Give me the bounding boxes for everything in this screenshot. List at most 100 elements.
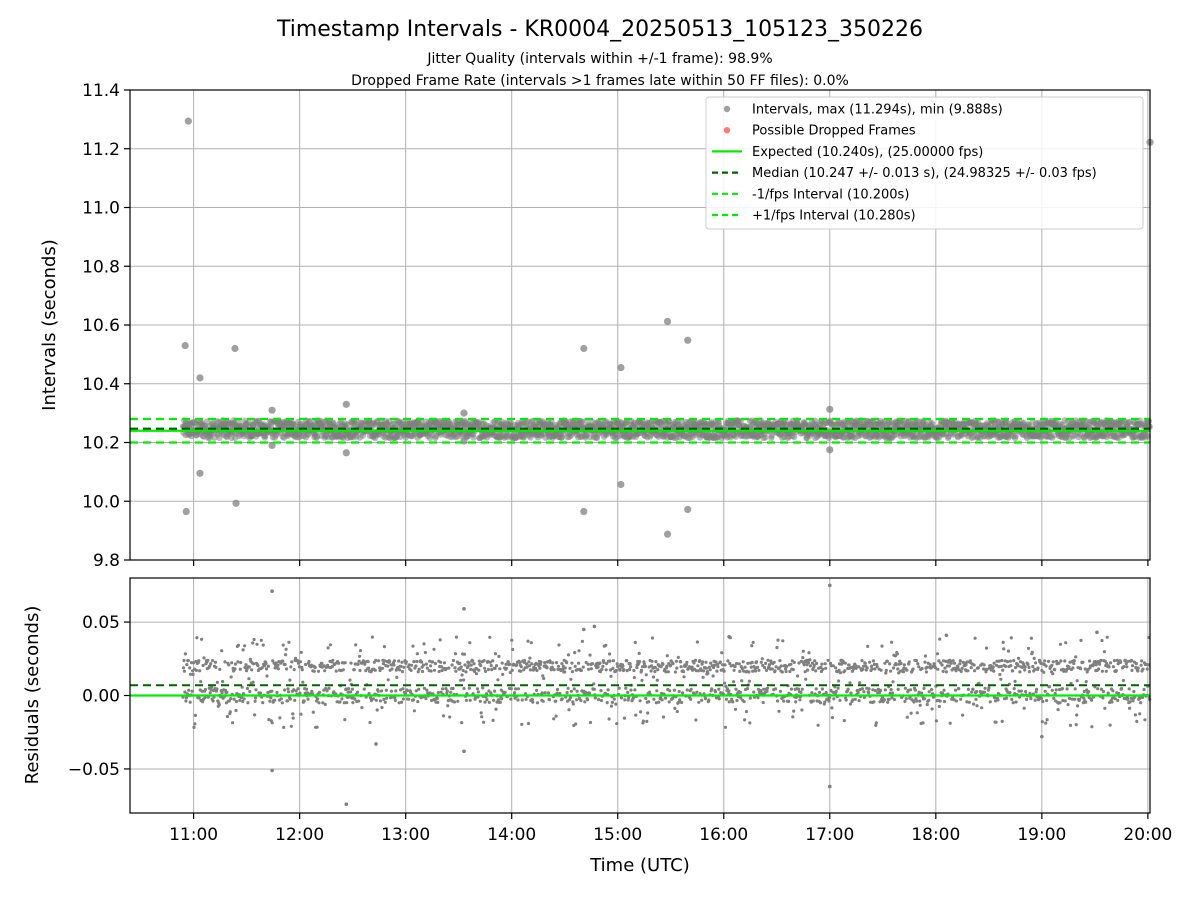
residual-point [452,700,457,704]
residual-point [1107,665,1111,669]
residual-point [837,668,841,673]
residual-point [723,681,727,685]
residual-point [288,678,292,682]
residual-point [347,687,351,691]
top-y-axis-label: Intervals (seconds) [39,239,60,411]
residual-point [450,663,454,667]
residual-point [1041,699,1045,704]
residual-point [635,665,639,670]
residual-point [273,698,277,702]
residual-point [776,638,780,642]
interval-outlier-point-6 [232,499,240,507]
residual-point [994,663,999,667]
residual-outlier-point-0 [270,589,274,594]
residual-point [834,666,838,670]
residual-point [499,688,503,692]
residual-point [197,696,201,700]
residual-point [506,660,510,664]
residual-point [641,719,646,723]
residual-point [460,673,464,677]
residual-point [909,688,913,692]
residual-point [464,698,468,703]
residual-point [823,700,827,704]
residual-point [650,664,654,668]
residual-point [565,661,569,665]
residual-point [481,686,485,690]
residual-point [773,669,777,673]
residual-point [874,723,878,728]
residual-point [914,697,918,701]
residual-point [460,721,464,725]
interval-outlier-point-22 [826,446,834,454]
residual-point [870,667,874,671]
legend-label-2: Expected (10.240s), (25.00000 fps) [752,145,983,160]
residual-point [731,700,735,704]
residual-point [986,688,991,692]
residual-point [760,657,764,661]
interval-point [560,430,567,437]
residual-point [552,668,556,672]
residual-point [468,641,472,645]
residual-point [469,663,473,667]
residual-point [356,690,360,694]
residual-point [680,700,684,705]
residual-point [778,689,783,694]
residual-point [789,662,793,666]
residual-point [856,690,860,695]
residual-point [879,688,883,693]
residual-point [241,699,245,704]
residual-point [211,699,215,703]
residual-point [284,653,288,657]
residual-point [554,714,558,718]
residual-point [999,677,1003,681]
residual-point [744,710,749,714]
residual-point [251,680,255,684]
residual-point [1006,649,1011,653]
residual-point [1050,688,1054,692]
x-tick-label-8: 19:00 [1017,825,1066,845]
interval-outlier-point-1 [184,117,192,125]
residual-point [565,691,569,695]
residual-point [791,715,795,719]
residual-point [425,666,429,670]
residual-point [673,706,677,711]
residual-point [315,725,319,729]
residual-point [351,701,355,705]
residual-point [346,690,350,694]
residual-point [970,690,974,694]
residual-point [345,701,349,705]
residual-point [734,687,738,691]
residual-point [545,666,549,670]
residual-point [703,697,708,701]
residual-point [831,664,835,668]
residual-point [626,690,630,695]
residual-point [913,688,918,692]
residual-point [542,676,546,681]
residual-point [191,672,195,677]
residual-point [299,650,303,655]
residual-point [880,644,884,648]
residual-point [548,660,553,665]
residual-point [477,668,481,672]
residual-point [797,661,801,665]
residual-point [1065,687,1069,691]
residual-point [891,666,896,670]
residual-point [764,661,768,666]
residual-point [186,659,190,663]
residual-point [689,697,693,701]
residual-point [625,659,629,663]
residual-point [632,676,637,680]
residual-point [891,680,895,684]
residual-point [1096,687,1100,691]
residual-point [215,687,219,691]
interval-outlier-point-15 [617,363,625,372]
residual-point [264,667,269,671]
residual-point [756,696,760,700]
residual-point [341,668,345,672]
residual-point [580,639,585,644]
residual-point [519,665,523,669]
residual-point [377,659,381,663]
residual-point [563,666,567,670]
residual-point [325,689,329,693]
residual-point [534,661,538,666]
